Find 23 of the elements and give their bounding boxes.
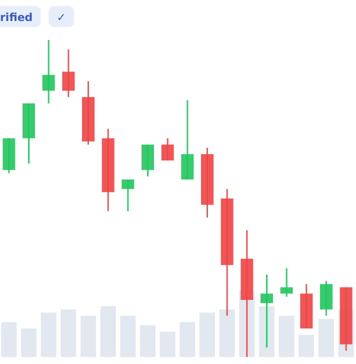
- bar: [120, 316, 136, 357]
- candlestick: [161, 138, 174, 162]
- bar: [259, 306, 274, 357]
- text: ✓: [56, 11, 66, 24]
- bar: [21, 328, 36, 357]
- candlestick: [122, 178, 134, 212]
- bar: [60, 309, 76, 357]
- candlestick: [280, 267, 293, 298]
- bar: [200, 312, 215, 357]
- bar: [140, 325, 156, 357]
- candlestick: [62, 48, 75, 98]
- bar: [80, 316, 96, 357]
- bar: [160, 332, 176, 357]
- bar: [318, 318, 334, 357]
- bar: [1, 322, 17, 357]
- bar: [298, 334, 314, 357]
- candlestick: [42, 39, 55, 104]
- bar: [40, 312, 56, 357]
- bar: [219, 309, 235, 357]
- bar: [100, 306, 116, 357]
- bar: [278, 316, 294, 357]
- bar: [180, 322, 196, 357]
- text: rified: [0, 11, 33, 24]
